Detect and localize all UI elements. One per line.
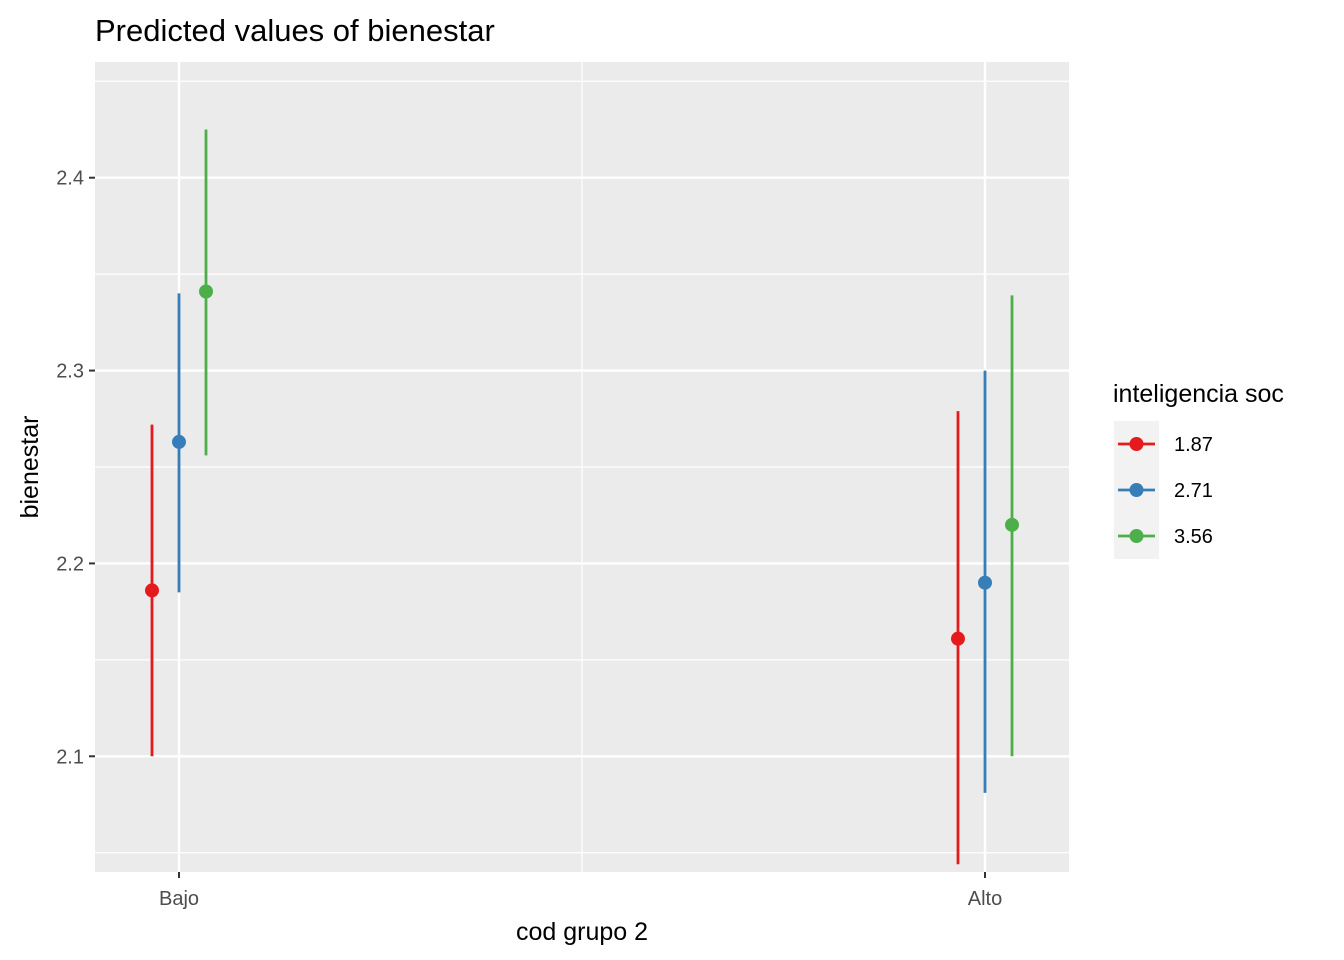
y-axis-title: bienestar xyxy=(16,416,44,519)
legend-label: 2.71 xyxy=(1174,480,1213,502)
minor-gridlines xyxy=(95,62,1069,872)
legend-key-point xyxy=(1129,437,1144,451)
data-point xyxy=(145,583,159,598)
data-point xyxy=(1005,517,1019,532)
x-tick-label: Bajo xyxy=(159,888,199,910)
y-axis-ticks: 2.1 2.2 2.3 2.4 xyxy=(56,168,95,768)
x-axis-title: cod grupo 2 xyxy=(516,918,648,946)
legend-key-point xyxy=(1129,483,1144,497)
y-tick-label: 2.2 xyxy=(56,553,84,575)
y-tick-label: 2.1 xyxy=(56,746,84,768)
legend-label: 3.56 xyxy=(1174,526,1213,548)
data-point xyxy=(978,575,992,590)
data-point xyxy=(951,631,965,646)
legend-key-point xyxy=(1129,529,1144,543)
legend: inteligencia soc 1.87 2.71 3.56 xyxy=(1113,380,1284,559)
data-marks xyxy=(145,129,1019,865)
data-point xyxy=(172,434,186,449)
y-tick-label: 2.4 xyxy=(56,168,84,190)
data-point xyxy=(199,284,213,299)
legend-title: inteligencia soc xyxy=(1113,380,1284,408)
legend-label: 1.87 xyxy=(1174,434,1213,456)
y-tick-label: 2.3 xyxy=(56,361,84,383)
legend-items: 1.87 2.71 3.56 xyxy=(1114,421,1213,559)
x-axis-ticks: Bajo Alto xyxy=(159,872,1002,910)
chart-title: Predicted values of bienestar xyxy=(95,13,495,48)
x-tick-label: Alto xyxy=(968,888,1002,910)
